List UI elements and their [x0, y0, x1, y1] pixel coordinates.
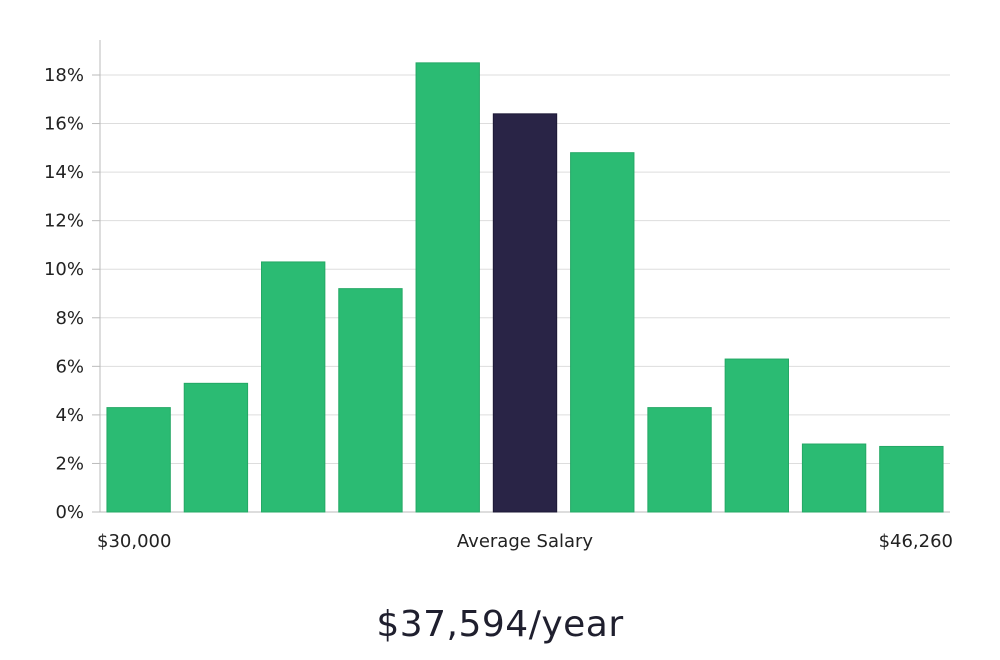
bar: [183, 382, 249, 513]
y-tick-label: 4%: [55, 405, 84, 426]
bar: [647, 407, 712, 513]
y-tick-label: 6%: [55, 356, 84, 377]
bar: [415, 62, 480, 513]
y-tick-label: 8%: [55, 308, 84, 329]
salary-histogram: 0% 2% 4% 6% 8% 10% 12% 14% 16% 18% $30,000 Averag…: [44, 40, 953, 552]
bar: [801, 443, 867, 513]
x-axis-title: Average Salary: [457, 531, 594, 552]
y-tick-label: 10%: [44, 259, 84, 280]
bar-average-salary: [492, 113, 558, 513]
y-tick-label: 0%: [55, 502, 84, 523]
y-axis-ticks: 0% 2% 4% 6% 8% 10% 12% 14% 16% 18%: [44, 65, 100, 523]
bar: [879, 445, 944, 513]
y-tick-label: 14%: [44, 162, 84, 183]
x-max-label: $46,260: [879, 531, 953, 552]
bar: [261, 261, 326, 513]
y-tick-label: 2%: [55, 453, 84, 474]
y-tick-label: 12%: [44, 211, 84, 232]
bar: [106, 407, 171, 513]
bar: [724, 358, 790, 513]
y-tick-label: 16%: [44, 114, 84, 135]
y-tick-label: 18%: [44, 65, 84, 86]
bar: [338, 288, 403, 513]
bar: [570, 152, 635, 513]
average-salary-value: $37,594/year: [376, 604, 624, 645]
x-min-label: $30,000: [97, 531, 171, 552]
bars: [106, 62, 944, 513]
